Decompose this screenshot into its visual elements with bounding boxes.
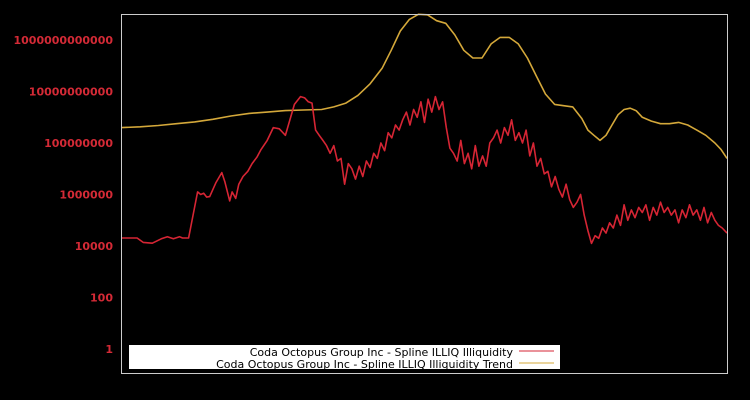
plot-area	[121, 13, 728, 245]
y-tick-label: 10000	[75, 240, 114, 253]
y-tick-label: 10000000000	[29, 86, 114, 99]
legend: Coda Octopus Group Inc - Spline ILLIQ Il…	[129, 345, 560, 371]
y-tick-label: 1	[105, 343, 113, 356]
plot-frame	[121, 14, 728, 374]
y-tick-label: 1000000	[59, 189, 113, 202]
y-tick-label: 1000000000000	[14, 34, 114, 47]
y-axis-tick-labels: 1000000000000 10000000000 100000000 1000000…	[14, 34, 114, 356]
legend-label-trend: Coda Octopus Group Inc - Spline ILLIQ Il…	[216, 358, 513, 371]
y-tick-label: 100	[90, 292, 113, 305]
legend-box	[129, 345, 560, 369]
y-tick-label: 100000000	[44, 137, 113, 150]
legend-label-illiquidity: Coda Octopus Group Inc - Spline ILLIQ Il…	[250, 346, 514, 359]
series-illiquidity-line	[122, 95, 728, 245]
series-trend-line	[121, 13, 728, 159]
